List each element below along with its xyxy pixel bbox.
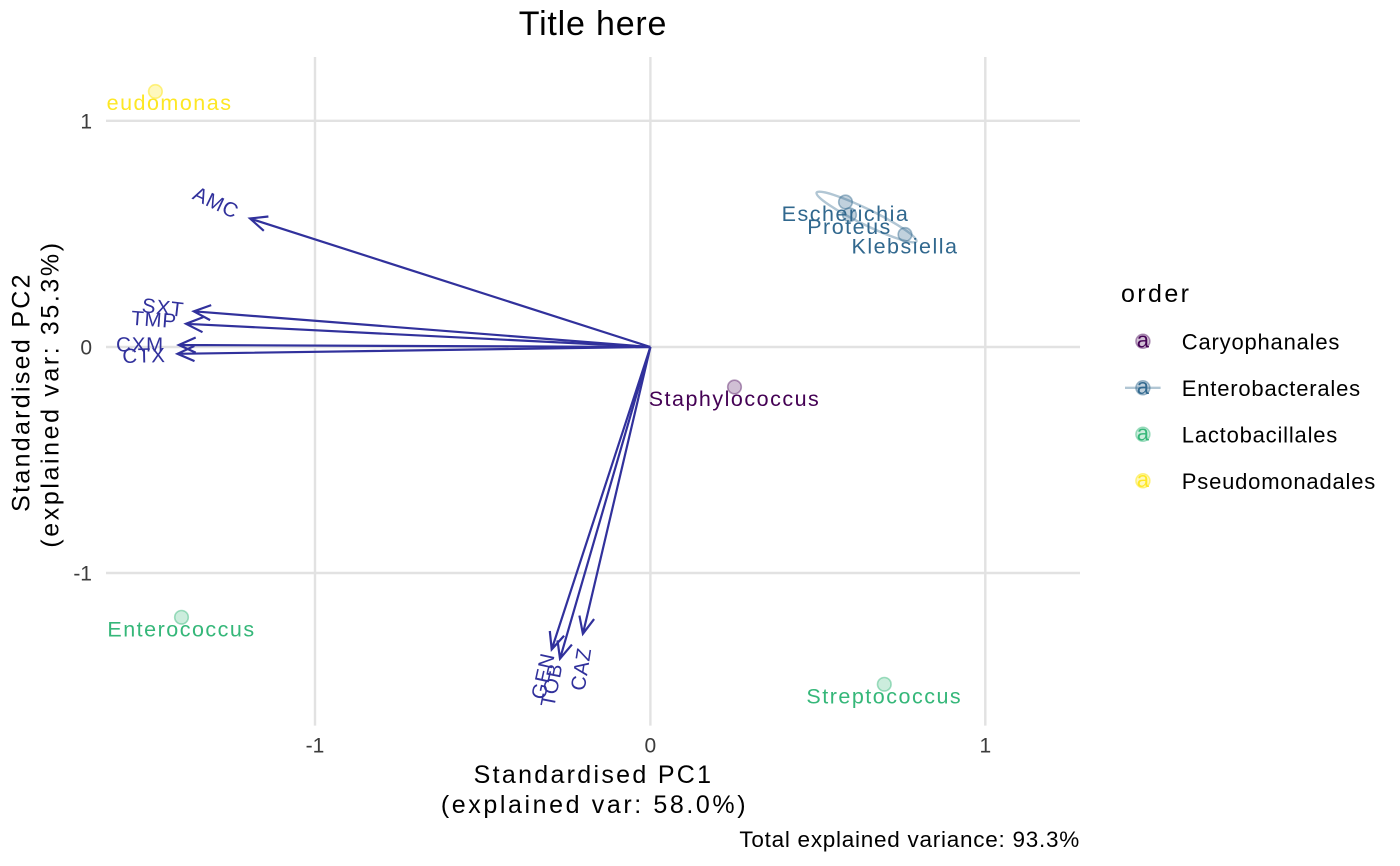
svg-text:-1: -1 bbox=[306, 735, 325, 758]
svg-text:-1: -1 bbox=[73, 563, 92, 586]
svg-text:CXM: CXM bbox=[116, 333, 164, 356]
svg-text:(explained var: 35.3%): (explained var: 35.3%) bbox=[37, 240, 65, 547]
svg-text:Enterobacterales: Enterobacterales bbox=[1182, 376, 1361, 401]
svg-text:Caryophanales: Caryophanales bbox=[1182, 329, 1340, 354]
svg-text:a: a bbox=[1137, 374, 1150, 399]
svg-text:a: a bbox=[1137, 467, 1150, 492]
svg-text:Staphylococcus: Staphylococcus bbox=[649, 387, 821, 411]
svg-text:Title here: Title here bbox=[519, 5, 667, 43]
svg-text:Proteus: Proteus bbox=[807, 215, 892, 239]
svg-text:0: 0 bbox=[80, 337, 92, 360]
svg-text:Pseudomonas: Pseudomonas bbox=[79, 91, 233, 115]
svg-text:1: 1 bbox=[979, 735, 991, 758]
svg-text:Total explained variance: 93.3: Total explained variance: 93.3% bbox=[739, 827, 1080, 852]
svg-text:Enterococcus: Enterococcus bbox=[107, 617, 255, 641]
svg-text:Lactobacillales: Lactobacillales bbox=[1182, 422, 1338, 447]
svg-text:Standardised PC1: Standardised PC1 bbox=[474, 761, 714, 789]
svg-text:Escherichia: Escherichia bbox=[782, 202, 910, 226]
svg-text:(explained var: 58.0%): (explained var: 58.0%) bbox=[441, 791, 748, 819]
svg-text:CTX: CTX bbox=[122, 344, 166, 368]
svg-text:0: 0 bbox=[645, 735, 657, 758]
svg-text:TMP: TMP bbox=[130, 307, 177, 333]
svg-text:a: a bbox=[1137, 420, 1150, 445]
svg-text:Klebsiella: Klebsiella bbox=[851, 235, 958, 259]
svg-text:Standardised PC2: Standardised PC2 bbox=[8, 272, 36, 512]
svg-text:Pseudomonadales: Pseudomonadales bbox=[1182, 469, 1376, 494]
svg-text:order: order bbox=[1121, 280, 1191, 308]
svg-text:Streptococcus: Streptococcus bbox=[806, 684, 962, 708]
svg-text:SXT: SXT bbox=[141, 294, 186, 322]
svg-text:1: 1 bbox=[80, 110, 92, 133]
svg-text:a: a bbox=[1137, 327, 1150, 352]
